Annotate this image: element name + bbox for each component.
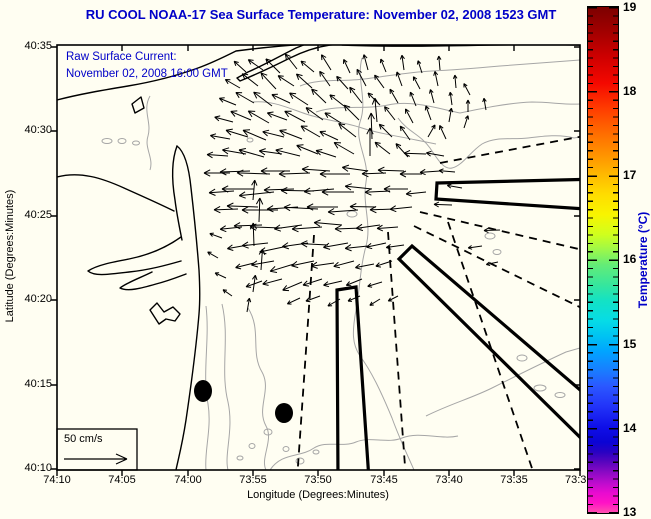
- y-axis-label: Latitude (Degrees:Minutes): [4, 189, 16, 323]
- annotation-line1: Raw Surface Current:: [66, 51, 177, 63]
- y-tick-40-25: 40:25: [24, 209, 52, 221]
- axis-ticks: [51, 45, 581, 476]
- x-tick-73-45: 73:45: [370, 474, 398, 486]
- scale-arrow: [64, 453, 128, 465]
- y-tick-40-30: 40:30: [24, 124, 52, 136]
- y-tick-40-15: 40:15: [24, 378, 52, 390]
- y-tick-40-10: 40:10: [24, 462, 52, 474]
- x-tick-73-50: 73:50: [304, 474, 332, 486]
- traffic-separation-dashed-lines: [296, 135, 580, 470]
- colorbar-major-ticks-left: [588, 7, 597, 513]
- cb-tick-17: 17: [623, 168, 637, 182]
- colorbar: [587, 6, 619, 514]
- x-tick-74-00: 74:00: [174, 474, 202, 486]
- figure-title: RU COOL NOAA-17 Sea Surface Temperature:…: [85, 7, 557, 22]
- colorbar-label: Temperature (°C): [636, 211, 650, 309]
- bathymetry-contours: [101, 57, 580, 470]
- x-axis-label: Longitude (Degrees:Minutes): [247, 489, 389, 501]
- scale-legend-label: 50 cm/s: [64, 433, 103, 445]
- colorbar-major-ticks-right: [609, 7, 618, 513]
- x-tick-74-10: 74:10: [43, 474, 71, 486]
- x-tick-74-05: 74:05: [108, 474, 136, 486]
- buoy-markers: [194, 380, 293, 423]
- current-vector-field: [203, 53, 501, 313]
- cb-tick-16: 16: [623, 252, 637, 266]
- cb-tick-19: 19: [623, 0, 637, 14]
- scale-legend: [56, 428, 138, 471]
- coastline: [57, 45, 580, 470]
- cb-tick-18: 18: [623, 84, 637, 98]
- x-tick-73-55: 73:55: [239, 474, 267, 486]
- annotation-line2: November 02, 2008 16:00 GMT: [66, 68, 228, 80]
- shipping-lane-boundaries: [335, 177, 580, 470]
- cb-tick-14: 14: [623, 421, 637, 435]
- x-tick-73-30-clipped: 73:3: [565, 474, 587, 486]
- x-tick-73-40: 73:40: [435, 474, 463, 486]
- cb-tick-15: 15: [623, 337, 637, 351]
- y-tick-40-35: 40:35: [24, 40, 52, 52]
- x-tick-73-35: 73:35: [500, 474, 528, 486]
- y-tick-40-20: 40:20: [24, 293, 52, 305]
- cb-tick-13: 13: [623, 505, 637, 519]
